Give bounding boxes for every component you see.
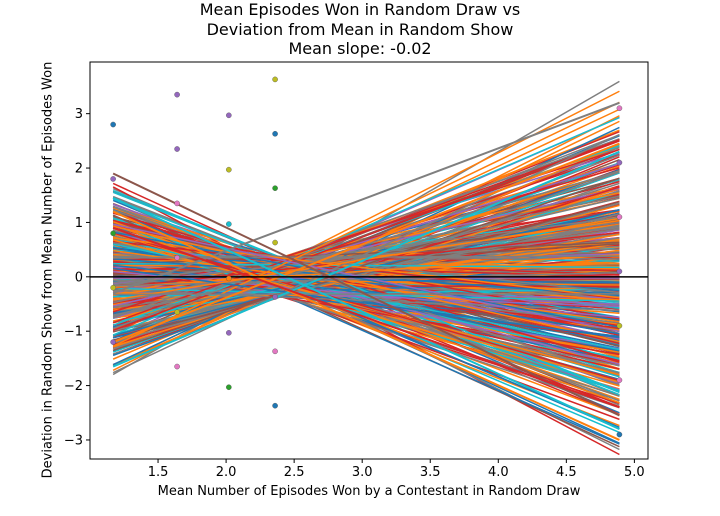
chart-title-line-2: Deviation from Mean in Random Show	[206, 20, 514, 39]
fit-line	[112, 231, 620, 328]
data-point	[616, 431, 623, 438]
data-point	[616, 105, 623, 112]
fit-line	[112, 219, 620, 332]
y-axis-label: Deviation in Random Show from Mean Numbe…	[40, 61, 56, 479]
x-tick-label: 1.5	[148, 465, 169, 480]
fit-line	[112, 214, 620, 448]
chart-title-line-3: Mean slope: -0.02	[288, 39, 432, 58]
fit-line	[112, 212, 620, 363]
data-point	[226, 166, 232, 173]
fit-line	[113, 219, 620, 296]
x-axis-label: Mean Number of Episodes Won by a Contest…	[157, 484, 581, 499]
fit-line	[113, 254, 620, 289]
fit-line	[112, 223, 620, 333]
data-point	[226, 221, 232, 227]
fit-line	[112, 221, 620, 404]
data-point	[226, 330, 232, 336]
y-tick-label: 0	[75, 270, 83, 285]
fit-line	[112, 101, 620, 347]
y-tick-label: 3	[75, 107, 83, 122]
fit-line-extreme	[112, 150, 620, 368]
data-point	[174, 309, 180, 315]
data-point	[174, 91, 180, 98]
x-tick-label: 4.0	[488, 465, 509, 480]
axes-box	[89, 61, 649, 460]
data-point	[616, 322, 623, 329]
x-tick-label: 2.0	[216, 465, 237, 480]
data-point	[174, 363, 180, 370]
x-tick-label: 5.0	[624, 465, 645, 480]
data-point	[272, 348, 278, 355]
data-point	[110, 121, 116, 128]
data-point	[272, 239, 278, 246]
y-tick-label: −1	[64, 325, 83, 340]
data-point	[110, 230, 116, 237]
fit-line	[112, 202, 620, 343]
x-tick-label: 3.5	[420, 465, 441, 480]
data-point	[616, 159, 623, 166]
fit-line	[113, 267, 620, 339]
y-tick-label: 2	[75, 162, 83, 177]
data-point	[272, 294, 278, 300]
data-point	[226, 112, 232, 119]
fit-line	[113, 224, 620, 316]
data-point	[616, 214, 623, 220]
fit-line	[112, 138, 620, 331]
fit-line	[112, 225, 620, 343]
chart-title-line-1: Mean Episodes Won in Random Draw vs	[199, 0, 521, 19]
fit-line	[112, 139, 620, 324]
y-axis-ticks: −3 −2 −1 0 1 2 3	[64, 107, 90, 448]
fit-line-extreme	[112, 197, 620, 430]
data-point	[272, 130, 278, 137]
data-point	[174, 254, 180, 261]
data-point	[174, 146, 180, 152]
data-point	[110, 339, 116, 345]
y-tick-label: −3	[64, 433, 83, 448]
data-point	[272, 402, 278, 409]
fit-line-extreme	[112, 142, 620, 344]
fit-line-extreme	[112, 101, 620, 295]
y-tick-label: 1	[75, 216, 83, 231]
data-point	[226, 275, 232, 282]
regression-lines	[112, 80, 620, 456]
fit-line-extreme	[112, 210, 620, 441]
y-tick-label: −2	[64, 379, 83, 394]
fit-line	[113, 216, 620, 284]
fit-line	[113, 226, 620, 286]
data-point	[226, 384, 232, 391]
fit-line	[112, 133, 620, 374]
fit-line	[112, 233, 620, 365]
x-tick-label: 2.5	[284, 465, 305, 480]
data-point	[272, 185, 278, 191]
scatter-points	[110, 76, 623, 438]
fit-line-extreme	[112, 172, 620, 417]
data-point	[272, 76, 278, 83]
data-point	[110, 284, 116, 291]
data-point	[110, 176, 116, 182]
axes-frame	[89, 61, 649, 460]
x-axis-ticks: 1.5 2.0 2.5 3.0 3.5 4.0 4.5 5.0	[148, 459, 645, 480]
x-tick-label: 3.0	[352, 465, 373, 480]
fit-line-extreme	[112, 226, 620, 409]
data-point	[174, 200, 180, 207]
fit-line	[113, 231, 620, 289]
fit-line	[112, 140, 620, 332]
fit-line	[112, 177, 620, 352]
x-tick-label: 4.5	[556, 465, 577, 480]
fit-line	[112, 189, 620, 394]
data-point	[616, 377, 623, 383]
data-point	[616, 268, 623, 275]
